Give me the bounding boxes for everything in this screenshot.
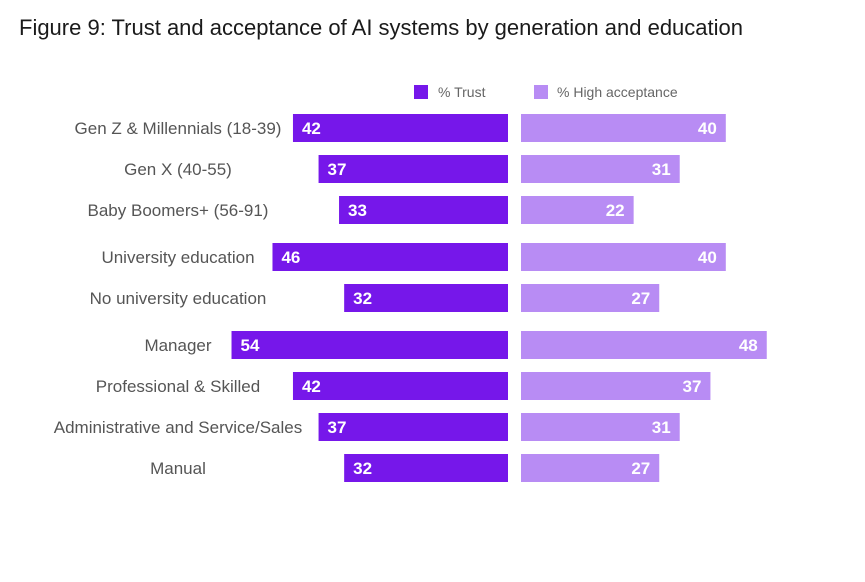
legend-label-high-acceptance: % High acceptance <box>557 84 678 100</box>
bar-trust-gen-x-40-55 <box>318 155 508 183</box>
category-label-university-education: University education <box>101 248 254 267</box>
bar-acceptance-university-education <box>521 243 726 271</box>
category-label-gen-z-millennials-18-39: Gen Z & Millennials (18-39) <box>75 119 282 138</box>
bar-trust-baby-boomers-56-91 <box>339 196 508 224</box>
bar-trust-manager <box>231 331 508 359</box>
bar-trust-professional-skilled <box>292 372 508 400</box>
category-label-professional-skilled: Professional & Skilled <box>96 377 260 396</box>
value-label-acceptance-administrative-and-service-sales: 31 <box>652 418 671 437</box>
value-label-trust-manager: 54 <box>241 336 260 355</box>
value-label-acceptance-manual: 27 <box>631 459 650 478</box>
category-label-gen-x-40-55: Gen X (40-55) <box>124 160 232 179</box>
bar-acceptance-professional-skilled <box>521 372 711 400</box>
value-label-trust-no-university-education: 32 <box>353 289 372 308</box>
category-label-manager: Manager <box>144 336 211 355</box>
value-label-acceptance-no-university-education: 27 <box>631 289 650 308</box>
value-label-trust-professional-skilled: 42 <box>302 377 321 396</box>
value-label-acceptance-gen-x-40-55: 31 <box>652 160 671 179</box>
bar-acceptance-administrative-and-service-sales <box>521 413 680 441</box>
bar-acceptance-manual <box>521 454 660 482</box>
category-label-administrative-and-service-sales: Administrative and Service/Sales <box>54 418 303 437</box>
legend-label-trust: % Trust <box>438 84 486 100</box>
bar-trust-university-education <box>272 243 508 271</box>
value-label-acceptance-baby-boomers-56-91: 22 <box>606 201 625 220</box>
value-label-trust-manual: 32 <box>353 459 372 478</box>
chart-title: Figure 9: Trust and acceptance of AI sys… <box>19 15 743 40</box>
bar-trust-gen-z-millennials-18-39 <box>292 114 508 142</box>
value-label-acceptance-university-education: 40 <box>698 248 717 267</box>
bar-trust-manual <box>344 454 508 482</box>
category-label-baby-boomers-56-91: Baby Boomers+ (56-91) <box>88 201 269 220</box>
category-label-no-university-education: No university education <box>90 289 267 308</box>
legend: % Trust % High acceptance <box>414 84 678 100</box>
value-label-trust-baby-boomers-56-91: 33 <box>348 201 367 220</box>
value-label-acceptance-manager: 48 <box>739 336 758 355</box>
category-label-manual: Manual <box>150 459 206 478</box>
bar-trust-administrative-and-service-sales <box>318 413 508 441</box>
bar-acceptance-baby-boomers-56-91 <box>521 196 634 224</box>
bar-trust-no-university-education <box>344 284 508 312</box>
bar-acceptance-no-university-education <box>521 284 660 312</box>
bars: Gen Z & Millennials (18-39) 42 40 Gen X (40… <box>54 114 767 482</box>
bar-acceptance-manager <box>521 331 767 359</box>
bar-acceptance-gen-z-millennials-18-39 <box>521 114 726 142</box>
value-label-trust-administrative-and-service-sales: 37 <box>328 418 347 437</box>
bar-acceptance-gen-x-40-55 <box>521 155 680 183</box>
legend-swatch-trust <box>414 85 428 99</box>
value-label-acceptance-gen-z-millennials-18-39: 40 <box>698 119 717 138</box>
value-label-acceptance-professional-skilled: 37 <box>683 377 702 396</box>
value-label-trust-gen-z-millennials-18-39: 42 <box>302 119 321 138</box>
legend-swatch-high-acceptance <box>534 85 548 99</box>
value-label-trust-university-education: 46 <box>281 248 300 267</box>
value-label-trust-gen-x-40-55: 37 <box>328 160 347 179</box>
